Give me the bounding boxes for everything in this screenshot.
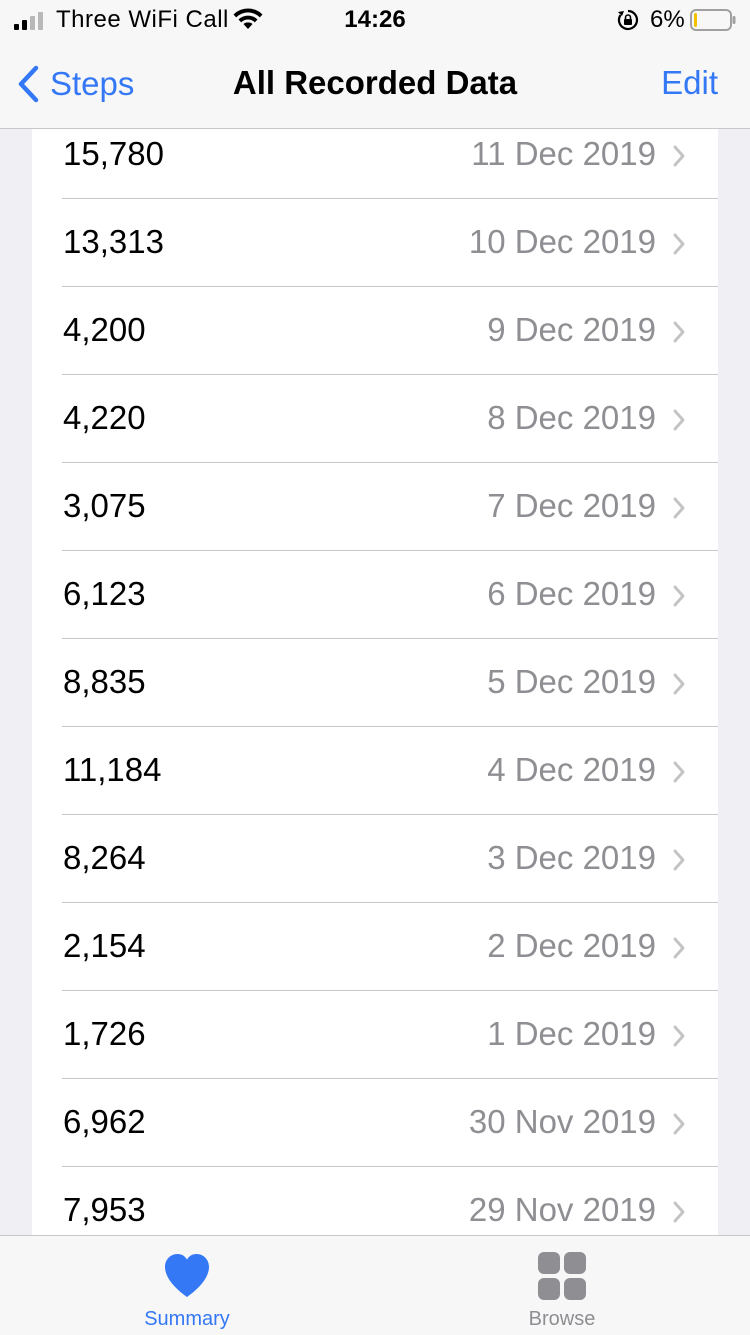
record-row[interactable]: 2,154 2 Dec 2019 xyxy=(32,903,718,991)
record-value: 15,780 xyxy=(63,135,164,172)
tab-browse[interactable]: Browse xyxy=(462,1236,662,1335)
record-date: 3 Dec 2019 xyxy=(487,839,656,876)
record-value: 11,184 xyxy=(63,751,162,788)
tab-summary[interactable]: Summary xyxy=(87,1236,287,1335)
record-value: 6,962 xyxy=(63,1103,146,1140)
navigation-bar: Steps All Recorded Data Edit xyxy=(0,40,750,129)
record-row[interactable]: 3,075 7 Dec 2019 xyxy=(32,463,718,551)
chevron-right-icon xyxy=(673,673,685,695)
record-date: 1 Dec 2019 xyxy=(487,1015,656,1052)
edit-button[interactable]: Edit xyxy=(661,64,718,101)
chevron-right-icon xyxy=(673,145,685,167)
tab-bar: Summary Browse xyxy=(0,1235,750,1335)
status-bar: Three WiFi Call 14:26 6% xyxy=(0,0,750,40)
record-date: 9 Dec 2019 xyxy=(487,311,656,348)
record-date: 7 Dec 2019 xyxy=(487,487,656,524)
tab-browse-label: Browse xyxy=(528,1308,596,1330)
chevron-right-icon xyxy=(673,321,685,343)
record-row[interactable]: 6,962 30 Nov 2019 xyxy=(32,1079,718,1167)
record-date: 5 Dec 2019 xyxy=(487,663,656,700)
record-date: 2 Dec 2019 xyxy=(487,927,656,964)
chevron-right-icon xyxy=(673,1201,685,1223)
record-date: 4 Dec 2019 xyxy=(487,751,656,788)
record-value: 2,154 xyxy=(63,927,146,964)
record-date: 29 Nov 2019 xyxy=(468,1191,656,1228)
record-date: 30 Nov 2019 xyxy=(468,1103,656,1140)
wifi-icon xyxy=(233,8,263,29)
record-date: 6 Dec 2019 xyxy=(487,575,656,612)
record-row[interactable]: 7,953 29 Nov 2019 xyxy=(32,1167,718,1235)
back-button[interactable]: Steps xyxy=(16,62,134,106)
chevron-right-icon xyxy=(673,409,685,431)
records-list-content: 15,780 11 Dec 2019 13,313 10 Dec 2019 4,200 9… xyxy=(32,129,718,1235)
record-row[interactable]: 4,220 8 Dec 2019 xyxy=(32,375,718,463)
chevron-right-icon xyxy=(673,761,685,783)
status-time: 14:26 xyxy=(344,6,406,33)
record-value: 6,123 xyxy=(63,575,146,612)
chevron-right-icon xyxy=(673,585,685,607)
record-date: 10 Dec 2019 xyxy=(468,223,656,260)
back-button-label: Steps xyxy=(50,65,135,102)
record-row[interactable]: 8,835 5 Dec 2019 xyxy=(32,639,718,727)
record-date: 11 Dec 2019 xyxy=(471,135,656,172)
chevron-left-icon xyxy=(18,65,39,103)
records-list: 15,780 11 Dec 2019 13,313 10 Dec 2019 4,200 9… xyxy=(32,129,718,1235)
record-row[interactable]: 15,780 11 Dec 2019 xyxy=(32,129,718,199)
rotation-lock-icon xyxy=(617,9,639,31)
carrier-name: Three WiFi Call xyxy=(56,6,229,33)
battery-icon xyxy=(690,9,736,31)
signal-icon xyxy=(14,12,43,30)
record-row[interactable]: 6,123 6 Dec 2019 xyxy=(32,551,718,639)
record-date: 8 Dec 2019 xyxy=(487,399,656,436)
record-value: 8,835 xyxy=(63,663,146,700)
battery-percent: 6% xyxy=(650,6,685,33)
record-row[interactable]: 11,184 4 Dec 2019 xyxy=(32,727,718,815)
chevron-right-icon xyxy=(673,1113,685,1135)
record-value: 4,220 xyxy=(63,399,146,436)
record-row[interactable]: 1,726 1 Dec 2019 xyxy=(32,991,718,1079)
chevron-right-icon xyxy=(673,1025,685,1047)
record-value: 8,264 xyxy=(63,839,146,876)
record-row[interactable]: 4,200 9 Dec 2019 xyxy=(32,287,718,375)
record-value: 4,200 xyxy=(63,311,146,348)
page-title: All Recorded Data xyxy=(232,64,518,101)
grid-icon xyxy=(538,1252,586,1300)
record-row[interactable]: 13,313 10 Dec 2019 xyxy=(32,199,718,287)
record-value: 7,953 xyxy=(63,1191,146,1228)
chevron-right-icon xyxy=(673,233,685,255)
record-value: 1,726 xyxy=(63,1015,146,1052)
chevron-right-icon xyxy=(673,849,685,871)
record-row[interactable]: 8,264 3 Dec 2019 xyxy=(32,815,718,903)
heart-icon xyxy=(165,1254,209,1297)
chevron-right-icon xyxy=(673,937,685,959)
chevron-right-icon xyxy=(673,497,685,519)
record-value: 3,075 xyxy=(63,487,146,524)
tab-summary-label: Summary xyxy=(144,1308,230,1330)
record-value: 13,313 xyxy=(63,223,164,260)
